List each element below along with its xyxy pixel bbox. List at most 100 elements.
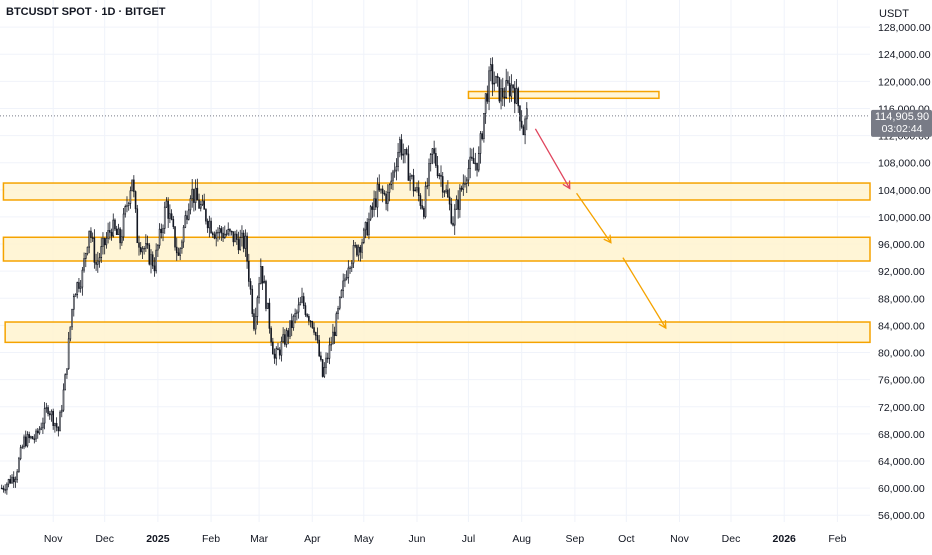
candle bbox=[371, 206, 374, 210]
candle bbox=[280, 341, 283, 356]
candle bbox=[318, 339, 320, 357]
candle bbox=[18, 458, 20, 473]
candle bbox=[524, 118, 526, 136]
candle bbox=[347, 267, 350, 278]
candle bbox=[60, 409, 63, 413]
candle bbox=[469, 156, 471, 169]
candle bbox=[352, 245, 355, 264]
candle bbox=[179, 248, 181, 256]
candle bbox=[78, 282, 80, 289]
candle bbox=[400, 139, 403, 156]
candle bbox=[26, 434, 29, 447]
candle bbox=[452, 222, 454, 226]
candle bbox=[91, 237, 94, 239]
candle bbox=[35, 430, 37, 440]
candle bbox=[263, 281, 266, 284]
candle bbox=[153, 265, 156, 272]
candle bbox=[342, 280, 344, 291]
candle bbox=[412, 175, 415, 192]
candle bbox=[12, 476, 15, 483]
candle bbox=[479, 133, 482, 154]
candle bbox=[191, 188, 193, 199]
candle bbox=[313, 327, 315, 333]
arrow-shaft bbox=[622, 257, 667, 329]
candle bbox=[397, 151, 399, 168]
candle bbox=[369, 206, 372, 220]
y-tick-label: 64,000.00 bbox=[878, 456, 925, 468]
candle bbox=[272, 341, 274, 355]
candle bbox=[102, 238, 104, 247]
candle bbox=[115, 228, 118, 235]
candle bbox=[110, 232, 113, 237]
zone-96k[interactable] bbox=[2, 236, 871, 262]
candle bbox=[350, 262, 353, 269]
candle bbox=[260, 266, 262, 284]
symbol-title[interactable]: BTCUSDT SPOT · 1D · BITGET bbox=[6, 6, 166, 18]
zone-104k[interactable] bbox=[2, 182, 871, 201]
candle bbox=[227, 228, 230, 235]
candle bbox=[287, 330, 290, 337]
y-tick-label: 124,000.00 bbox=[878, 49, 931, 61]
candle bbox=[40, 427, 42, 430]
candle bbox=[133, 179, 135, 192]
candle bbox=[4, 489, 6, 491]
candle bbox=[354, 245, 357, 247]
candle bbox=[16, 471, 18, 480]
candle bbox=[278, 349, 281, 356]
candle bbox=[270, 328, 272, 343]
candle bbox=[373, 198, 375, 210]
arrow-2[interactable] bbox=[576, 192, 612, 244]
candle bbox=[374, 198, 377, 208]
candle bbox=[526, 108, 528, 120]
candle bbox=[88, 230, 91, 248]
candle bbox=[337, 308, 339, 315]
candle bbox=[448, 196, 451, 205]
candle bbox=[405, 149, 408, 155]
candle bbox=[151, 254, 154, 267]
candle bbox=[520, 120, 523, 128]
candle bbox=[97, 260, 99, 265]
x-tick-label: Apr bbox=[304, 533, 321, 545]
candle bbox=[488, 70, 490, 102]
arrow-3[interactable] bbox=[622, 257, 667, 330]
candle bbox=[326, 357, 329, 360]
candle bbox=[258, 283, 260, 299]
candle bbox=[496, 75, 499, 78]
candle bbox=[6, 483, 8, 491]
candle bbox=[522, 126, 525, 136]
candle bbox=[289, 320, 291, 337]
candle bbox=[320, 355, 322, 360]
candle bbox=[441, 176, 444, 193]
candle bbox=[79, 286, 82, 289]
candle bbox=[323, 367, 326, 377]
candle bbox=[236, 233, 238, 240]
candle bbox=[33, 438, 36, 441]
candle bbox=[265, 281, 267, 309]
x-tick-label: 2025 bbox=[146, 533, 170, 545]
candle bbox=[453, 208, 456, 226]
candles-layer bbox=[0, 57, 528, 495]
candle bbox=[43, 408, 46, 424]
price-tag: 114,905.90 03:02:44 bbox=[871, 109, 932, 137]
candle bbox=[187, 209, 190, 220]
candle bbox=[208, 220, 211, 229]
top-zone[interactable] bbox=[467, 90, 660, 100]
arrow-head bbox=[603, 234, 612, 244]
candle bbox=[345, 277, 348, 280]
arrow-head bbox=[562, 180, 571, 190]
zone-84k[interactable] bbox=[4, 321, 871, 344]
y-tick-label: 100,000.00 bbox=[878, 212, 931, 224]
candle bbox=[368, 218, 370, 236]
candle bbox=[356, 245, 358, 256]
candle bbox=[211, 232, 214, 236]
x-tick-label: 2026 bbox=[773, 533, 797, 545]
candle bbox=[210, 220, 212, 234]
candle bbox=[28, 434, 30, 439]
arrow-1[interactable] bbox=[534, 128, 571, 190]
candle bbox=[30, 436, 32, 439]
candle bbox=[38, 428, 41, 434]
candle bbox=[143, 247, 145, 250]
y-tick-label: 76,000.00 bbox=[878, 375, 925, 387]
